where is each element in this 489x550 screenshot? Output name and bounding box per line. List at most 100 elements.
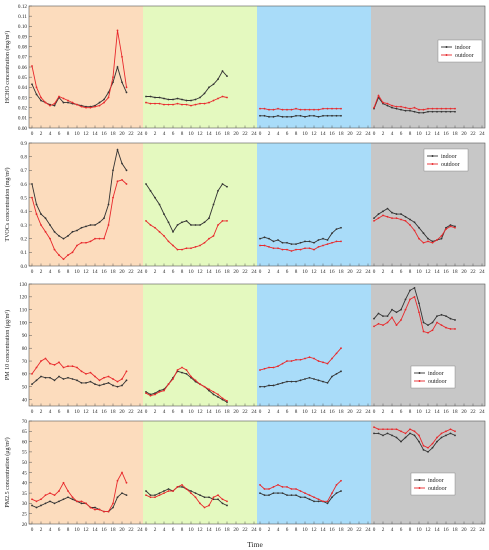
data-point-outdoor: [163, 103, 165, 106]
data-point-outdoor: [172, 378, 174, 380]
data-point-indoor: [422, 111, 425, 114]
x-tick-label: 12: [197, 527, 203, 533]
x-tick-label: 24: [251, 131, 257, 137]
data-point-indoor: [221, 502, 224, 505]
x-tick-label: 22: [356, 269, 362, 275]
data-point-outdoor: [286, 248, 288, 251]
data-point-indoor: [313, 241, 315, 244]
data-point-outdoor: [226, 96, 228, 99]
y-axis-label: TVOCs concentration (mg/m³): [4, 167, 11, 241]
y-tick-label: 20: [22, 522, 28, 528]
data-point-indoor: [340, 226, 342, 229]
data-point-outdoor: [313, 357, 315, 360]
legend-label-outdoor: outdoor: [428, 486, 447, 492]
data-point-outdoor: [190, 375, 192, 378]
data-point-indoor: [80, 502, 83, 505]
data-point-outdoor: [112, 502, 114, 505]
data-point-outdoor: [295, 488, 297, 490]
x-tick-label: 16: [329, 269, 335, 275]
data-point-outdoor: [181, 366, 183, 369]
data-point-indoor: [382, 434, 384, 437]
x-tick-label: 20: [233, 409, 239, 415]
x-tick-label: 24: [365, 527, 371, 533]
x-tick-label: 0: [259, 527, 262, 533]
data-point-outdoor: [107, 96, 110, 99]
data-point-outdoor: [208, 237, 210, 240]
data-point-outdoor: [85, 502, 87, 505]
data-point-indoor: [286, 380, 288, 383]
data-point-indoor: [121, 162, 123, 165]
data-point-outdoor: [373, 325, 375, 328]
data-point-indoor: [185, 99, 188, 102]
data-point-indoor: [304, 240, 306, 243]
data-point-indoor: [85, 225, 87, 228]
data-point-outdoor: [149, 394, 152, 397]
data-point-indoor: [449, 110, 452, 113]
data-point-indoor: [382, 210, 384, 213]
data-point-outdoor: [449, 107, 452, 110]
data-point-indoor: [80, 226, 83, 229]
y-tick-label: 130: [19, 282, 27, 288]
data-point-indoor: [317, 115, 320, 118]
x-tick-label: 4: [391, 131, 394, 137]
y-tick-label: 0.01: [18, 116, 27, 122]
data-point-outdoor: [44, 357, 47, 360]
x-tick-label: 22: [242, 131, 248, 137]
data-point-outdoor: [107, 224, 110, 226]
data-point-outdoor: [76, 103, 78, 106]
x-tick-label: 2: [268, 527, 271, 533]
x-tick-label: 16: [443, 527, 449, 533]
data-point-outdoor: [422, 330, 425, 333]
data-point-outdoor: [335, 352, 338, 355]
data-point-indoor: [44, 217, 47, 220]
data-point-outdoor: [116, 29, 119, 32]
data-point-outdoor: [299, 358, 302, 361]
data-point-indoor: [404, 298, 407, 301]
y-tick-label: 0.2: [21, 236, 28, 242]
data-point-indoor: [308, 114, 311, 117]
data-point-outdoor: [326, 107, 329, 110]
x-tick-label: 4: [163, 527, 166, 533]
data-point-outdoor: [299, 108, 302, 111]
data-point-indoor: [295, 114, 297, 117]
data-point-outdoor: [409, 224, 411, 226]
x-tick-label: 10: [416, 409, 422, 415]
legend-box: [423, 148, 469, 172]
data-point-indoor: [272, 492, 275, 494]
x-tick-label: 24: [479, 269, 485, 275]
data-point-outdoor: [326, 243, 329, 246]
plot-frame: [28, 283, 486, 407]
data-point-outdoor: [436, 107, 438, 110]
data-point-indoor: [31, 504, 33, 507]
data-point-outdoor: [413, 295, 416, 298]
data-point-outdoor: [436, 239, 438, 241]
data-point-indoor: [409, 109, 411, 112]
x-tick-label: 0: [31, 269, 34, 275]
y-tick-label: 0.3: [21, 223, 28, 229]
data-point-indoor: [268, 384, 270, 387]
x-tick-label: 0: [373, 409, 376, 415]
data-point-outdoor: [53, 102, 56, 105]
data-point-outdoor: [40, 224, 42, 226]
data-point-indoor: [154, 494, 156, 497]
x-tick-label: 8: [181, 269, 184, 275]
plot-frame: [28, 142, 486, 267]
y-tick-label: 120: [19, 295, 27, 301]
y-tick-label: 110: [19, 307, 27, 313]
data-point-indoor: [40, 213, 42, 215]
x-tick-label: 14: [320, 269, 326, 275]
data-point-outdoor: [217, 97, 219, 100]
data-point-indoor: [449, 432, 452, 435]
data-point-indoor: [199, 96, 201, 99]
day-band-2: [143, 421, 257, 524]
x-tick-label: 20: [119, 409, 125, 415]
x-tick-label: 16: [101, 269, 107, 275]
data-point-outdoor: [317, 108, 320, 111]
legend-label-outdoor: outdoor: [428, 379, 447, 385]
data-point-indoor: [449, 224, 452, 226]
x-tick-label: 12: [425, 269, 431, 275]
data-point-indoor: [98, 101, 101, 104]
chart-2: 0.0 0.1 0.2 0.3 0.4 0.5 0.6 0.7 0.8 0.9 TVOCs conc…: [4, 141, 486, 275]
x-tick-label: 18: [452, 409, 458, 415]
